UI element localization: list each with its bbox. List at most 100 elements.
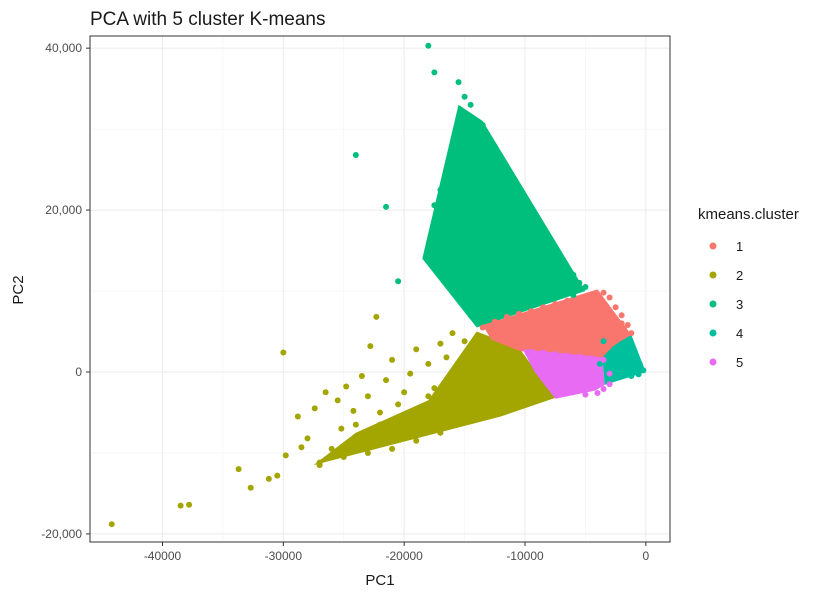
cluster-3-point: [473, 142, 480, 149]
cluster-5-point: [582, 391, 589, 398]
cluster-4-point: [596, 360, 603, 367]
cluster-3-point: [455, 243, 462, 250]
cluster-3-point: [467, 190, 474, 197]
cluster-2-point: [298, 444, 305, 451]
cluster-3-point: [528, 288, 535, 295]
cluster-4-point: [621, 351, 628, 358]
cluster-1-point: [528, 308, 535, 315]
cluster-2-point: [350, 407, 357, 414]
cluster-2-point: [522, 360, 528, 367]
cluster-3-point: [352, 152, 359, 159]
x-tick-label: -40000: [144, 549, 182, 563]
cluster-1-point: [552, 328, 559, 335]
cluster-3-point: [467, 101, 474, 108]
cluster-1-point: [497, 333, 504, 340]
cluster-1-point: [491, 328, 498, 335]
cluster-2-point: [479, 401, 486, 408]
cluster-5-point: [528, 348, 535, 355]
cluster-1-point: [576, 324, 583, 331]
cluster-3-point: [395, 278, 402, 285]
cluster-1-point: [540, 330, 547, 337]
x-tick-label: 0: [642, 549, 649, 563]
cluster-2-point: [177, 502, 184, 509]
cluster-4-point: [606, 359, 613, 366]
cluster-3-point: [570, 271, 577, 278]
cluster-2-point: [491, 373, 498, 380]
cluster-3-point: [576, 279, 583, 286]
legend-key-cluster-5: [709, 358, 717, 366]
y-tick-label: 0: [75, 365, 82, 379]
legend-key-cluster-3: [709, 300, 717, 308]
cluster-1-point: [564, 297, 571, 304]
cluster-2-point: [528, 393, 535, 400]
cluster-2-point: [455, 368, 462, 375]
cluster-2-point: [479, 377, 486, 384]
cluster-2-point: [407, 413, 414, 420]
cluster-2-point: [443, 397, 450, 404]
legend-key-cluster-4: [709, 329, 717, 337]
cluster-3-point: [461, 300, 468, 307]
cluster-1-point: [594, 316, 601, 323]
cluster-2-point: [274, 472, 281, 479]
cluster-2-point: [503, 405, 510, 412]
cluster-3-point: [491, 146, 498, 153]
cluster-3-point: [497, 292, 504, 299]
cluster-2-point: [316, 459, 323, 466]
x-tick-label: -20000: [385, 549, 423, 563]
cluster-1-point: [558, 314, 565, 321]
cluster-1-point: [582, 331, 589, 338]
cluster-5-point: [546, 360, 553, 367]
cluster-1-point: [479, 324, 486, 331]
cluster-2-point: [358, 373, 365, 380]
cluster-4-point: [616, 371, 623, 378]
cluster-1-point: [522, 323, 528, 330]
cluster-3-point: [558, 259, 565, 266]
cluster-4-point: [606, 351, 613, 358]
cluster-5-point: [576, 380, 583, 387]
cluster-2-point: [377, 409, 383, 416]
cluster-2-point: [367, 343, 374, 350]
cluster-2-point: [389, 445, 396, 452]
cluster-4-point: [624, 344, 631, 351]
cluster-5-point: [570, 389, 577, 396]
cluster-2-point: [334, 397, 341, 404]
cluster-2-point: [461, 417, 468, 424]
cluster-3-point: [425, 42, 432, 49]
chart-title: PCA with 5 cluster K-means: [90, 9, 325, 30]
cluster-1-point: [588, 322, 595, 329]
cluster-2-point: [461, 338, 468, 345]
cluster-1-point: [606, 322, 613, 329]
cluster-1-point: [588, 292, 595, 299]
cluster-3-point: [497, 174, 504, 181]
cluster-3-point: [546, 294, 553, 301]
cluster-2-point: [522, 381, 528, 388]
cluster-2-point: [282, 452, 289, 459]
cluster-2-point: [108, 521, 115, 528]
cluster-2-point: [294, 413, 301, 420]
cluster-2-point: [407, 370, 414, 377]
cluster-2-point: [328, 445, 335, 452]
cluster-1-point: [522, 316, 528, 323]
cluster-1-point: [594, 334, 601, 341]
cluster-3-point: [491, 194, 498, 201]
cluster-1-point: [628, 330, 635, 337]
cluster-2-point: [473, 381, 480, 388]
cluster-2-point: [473, 356, 480, 363]
cluster-2-point: [364, 449, 371, 456]
cluster-2-point: [280, 349, 287, 356]
cluster-3-point: [455, 79, 462, 86]
cluster-3-point: [509, 198, 516, 205]
cluster-5-point: [606, 370, 613, 377]
cluster-density-region: [422, 104, 586, 328]
cluster-1-point: [618, 320, 625, 327]
cluster-1-point: [509, 326, 516, 333]
cluster-2-point: [485, 352, 492, 359]
cluster-2-point: [449, 385, 456, 392]
cluster-2-point: [461, 409, 468, 416]
cluster-5-point: [600, 356, 607, 363]
cluster-2-point: [343, 383, 350, 390]
cluster-3-point: [467, 312, 474, 319]
cluster-3-point: [552, 279, 559, 286]
cluster-4-point: [618, 340, 625, 347]
cluster-5-point: [540, 349, 547, 356]
